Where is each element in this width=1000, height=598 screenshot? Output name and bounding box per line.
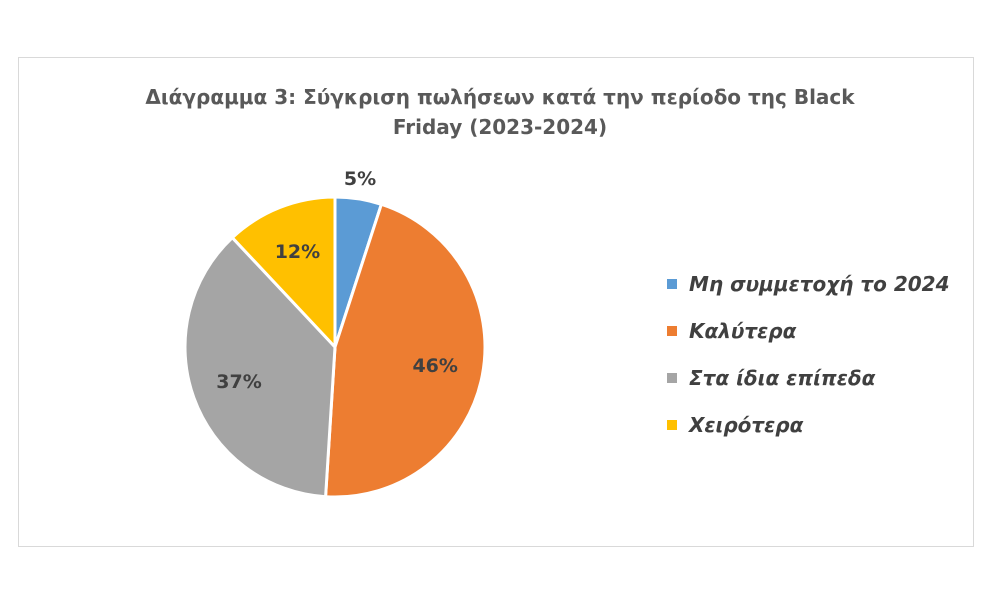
data-label: 5% — [343, 168, 377, 190]
data-label: 12% — [274, 241, 321, 264]
data-label: 37% — [216, 370, 262, 393]
legend-item-no-participation: Μη συμμετοχή το 2024 — [667, 260, 950, 307]
legend-item-better: Καλύτερα — [667, 307, 950, 354]
pie-slice — [183, 235, 337, 499]
pie-slice — [230, 195, 337, 351]
chart-title-line-2: Friday (2023-2024) — [392, 115, 608, 139]
chart-title-line-1: Διάγραμμα 3: Σύγκριση πωλήσεων κατά την … — [145, 85, 855, 109]
pie-slice — [323, 202, 487, 499]
legend: Μη συμμετοχή το 2024 Καλύτερα Στα ίδια ε… — [667, 260, 950, 448]
legend-swatch-icon — [667, 325, 677, 336]
legend-item-worse: Χειρότερα — [667, 401, 950, 448]
legend-label: Καλύτερα — [689, 318, 797, 343]
legend-swatch-icon — [667, 419, 677, 430]
legend-label: Μη συμμετοχή το 2024 — [689, 271, 950, 296]
data-label: 46% — [412, 355, 458, 378]
legend-swatch-icon — [667, 372, 677, 383]
legend-swatch-icon — [667, 278, 677, 289]
chart-title: Διάγραμμα 3: Σύγκριση πωλήσεων κατά την … — [100, 82, 900, 142]
legend-label: Χειρότερα — [689, 412, 804, 437]
legend-item-same-level: Στα ίδια επίπεδα — [667, 354, 950, 401]
legend-label: Στα ίδια επίπεδα — [689, 365, 876, 390]
chart-area — [18, 57, 974, 547]
